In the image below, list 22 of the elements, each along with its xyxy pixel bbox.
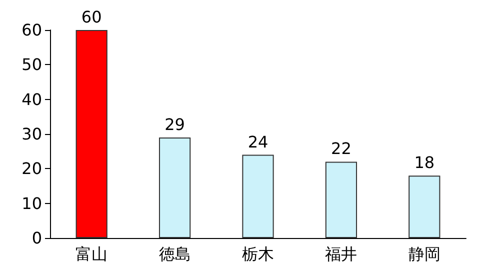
bar [242, 154, 274, 238]
y-tick-label: 60 [22, 20, 42, 40]
bar [325, 162, 358, 238]
x-tick-label: 福井 [325, 244, 358, 264]
data-label: 24 [248, 132, 268, 152]
x-tick-label: 静岡 [408, 244, 440, 264]
x-tick-label: 富山 [76, 244, 108, 264]
bar [76, 30, 108, 238]
y-tick-label: 50 [22, 55, 42, 74]
y-tick-label: 30 [22, 124, 42, 144]
data-label: 22 [331, 139, 352, 158]
x-tick-label: 栃木 [242, 244, 274, 264]
bar [408, 176, 440, 238]
data-label: 18 [414, 153, 435, 172]
x-tick-label: 徳島 [158, 244, 191, 264]
data-label: 29 [164, 114, 185, 134]
y-tick-label: 20 [22, 159, 42, 178]
data-label: 60 [81, 8, 102, 26]
y-tick-label: 40 [22, 90, 42, 109]
bar [158, 137, 191, 238]
y-tick-label: 10 [22, 194, 42, 213]
y-tick-label: 0 [32, 228, 42, 248]
